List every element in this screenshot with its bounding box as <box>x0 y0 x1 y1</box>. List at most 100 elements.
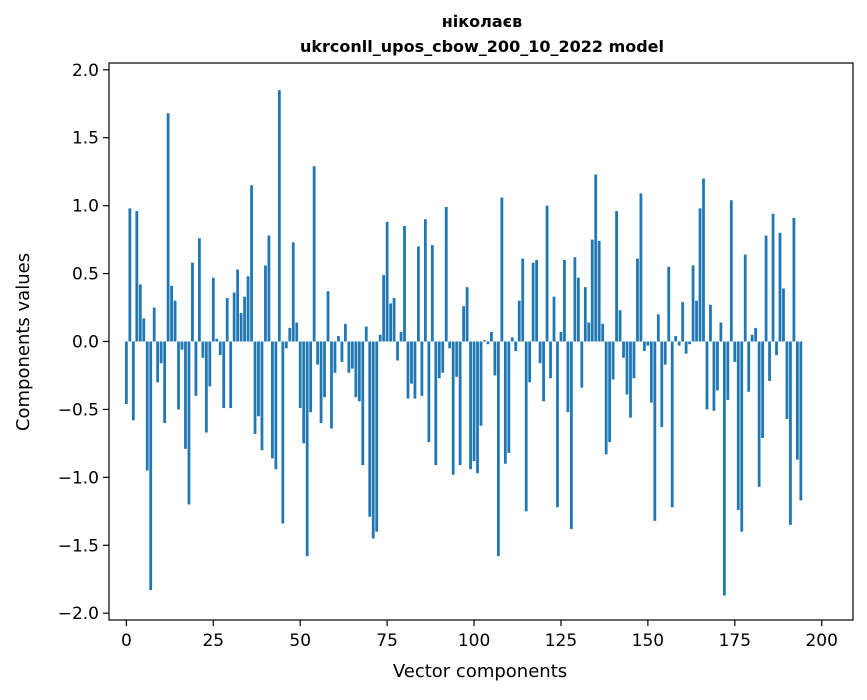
bar-55 <box>316 341 319 365</box>
x-axis-ticks: 0 25 50 75 100 125 150 175 200 <box>121 620 838 651</box>
bar-129 <box>573 257 577 342</box>
bar-102 <box>479 341 483 426</box>
bar-182 <box>757 341 761 487</box>
bar-40 <box>264 265 267 342</box>
bar-138 <box>604 341 608 455</box>
x-tick-label-6: 150 <box>632 631 664 651</box>
bar-122 <box>549 341 552 379</box>
bar-105 <box>490 331 493 342</box>
bar-44 <box>277 90 281 342</box>
bar-137 <box>601 323 605 342</box>
bar-54 <box>312 166 316 342</box>
bar-19 <box>191 262 194 342</box>
bar-168 <box>709 304 712 342</box>
bar-119 <box>538 341 542 364</box>
bar-157 <box>670 341 674 508</box>
bar-128 <box>570 341 573 529</box>
bar-184 <box>764 235 768 342</box>
bar-52 <box>305 341 309 557</box>
bar-17 <box>184 341 187 449</box>
bar-95 <box>455 341 459 377</box>
bar-135 <box>594 174 598 342</box>
bar-14 <box>173 300 177 342</box>
bar-116 <box>528 341 532 383</box>
bar-156 <box>667 266 671 342</box>
bar-131 <box>580 341 584 388</box>
bar-192 <box>792 217 796 342</box>
bar-80 <box>403 226 406 342</box>
bar-161 <box>684 341 688 354</box>
bar-58 <box>326 291 330 342</box>
x-tick-label-1: 25 <box>202 631 224 651</box>
bar-20 <box>194 341 198 396</box>
bar-25 <box>211 277 215 342</box>
bar-106 <box>493 341 497 376</box>
bar-16 <box>180 341 184 350</box>
bar-53 <box>309 341 313 413</box>
bar-65 <box>350 341 354 369</box>
bar-115 <box>524 341 528 512</box>
bar-155 <box>663 341 667 365</box>
bar-153 <box>656 314 660 342</box>
bar-64 <box>347 341 351 373</box>
bar-139 <box>608 341 612 443</box>
bar-28 <box>222 341 226 409</box>
bar-126 <box>563 259 566 342</box>
bar-181 <box>754 327 758 342</box>
y-tick-label-8: 2.0 <box>72 61 99 81</box>
bar-96 <box>458 341 462 466</box>
bar-147 <box>636 258 639 342</box>
bar-107 <box>496 341 500 557</box>
bar-114 <box>521 258 525 342</box>
bar-170 <box>716 341 719 391</box>
bar-152 <box>653 341 657 521</box>
bar-22 <box>201 341 205 358</box>
bar-167 <box>705 341 709 410</box>
y-tick-label-3: −0.5 <box>58 400 99 420</box>
bar-134 <box>590 239 594 342</box>
bar-158 <box>674 336 678 342</box>
bar-69 <box>364 326 368 342</box>
bar-74 <box>382 274 386 342</box>
bar-174 <box>729 200 733 342</box>
x-tick-label-4: 100 <box>458 631 490 651</box>
bar-15 <box>177 341 180 410</box>
bar-84 <box>417 246 420 342</box>
bar-125 <box>559 331 563 342</box>
x-axis-label: Vector components <box>393 661 567 682</box>
plot-area-frame <box>108 62 854 621</box>
bar-57 <box>323 341 326 398</box>
bar-180 <box>750 334 754 342</box>
bar-188 <box>778 232 782 342</box>
bar-178 <box>743 254 747 342</box>
x-tick-label-2: 50 <box>289 631 311 651</box>
bar-193 <box>795 341 799 460</box>
bar-43 <box>274 341 278 470</box>
bar-13 <box>170 285 173 342</box>
bar-145 <box>629 341 632 418</box>
bar-109 <box>503 341 507 464</box>
bar-50 <box>298 341 302 409</box>
y-axis-label: Components values <box>13 253 34 431</box>
x-tick-label-5: 125 <box>545 631 577 651</box>
bar-171 <box>719 322 723 342</box>
bar-59 <box>330 341 333 429</box>
bar-162 <box>688 341 691 345</box>
bar-30 <box>229 341 233 409</box>
bar-140 <box>611 341 615 380</box>
bar-118 <box>535 259 539 342</box>
bar-146 <box>632 341 636 379</box>
bar-68 <box>361 341 365 466</box>
bar-42 <box>271 341 274 459</box>
bar-93 <box>448 341 452 349</box>
bar-148 <box>639 193 643 342</box>
bar-187 <box>775 341 778 356</box>
bar-165 <box>698 208 702 342</box>
bar-176 <box>736 341 740 510</box>
bar-2 <box>131 341 135 421</box>
bar-41 <box>267 235 271 342</box>
bar-72 <box>375 341 379 532</box>
bar-83 <box>413 341 417 399</box>
bar-132 <box>583 287 587 342</box>
